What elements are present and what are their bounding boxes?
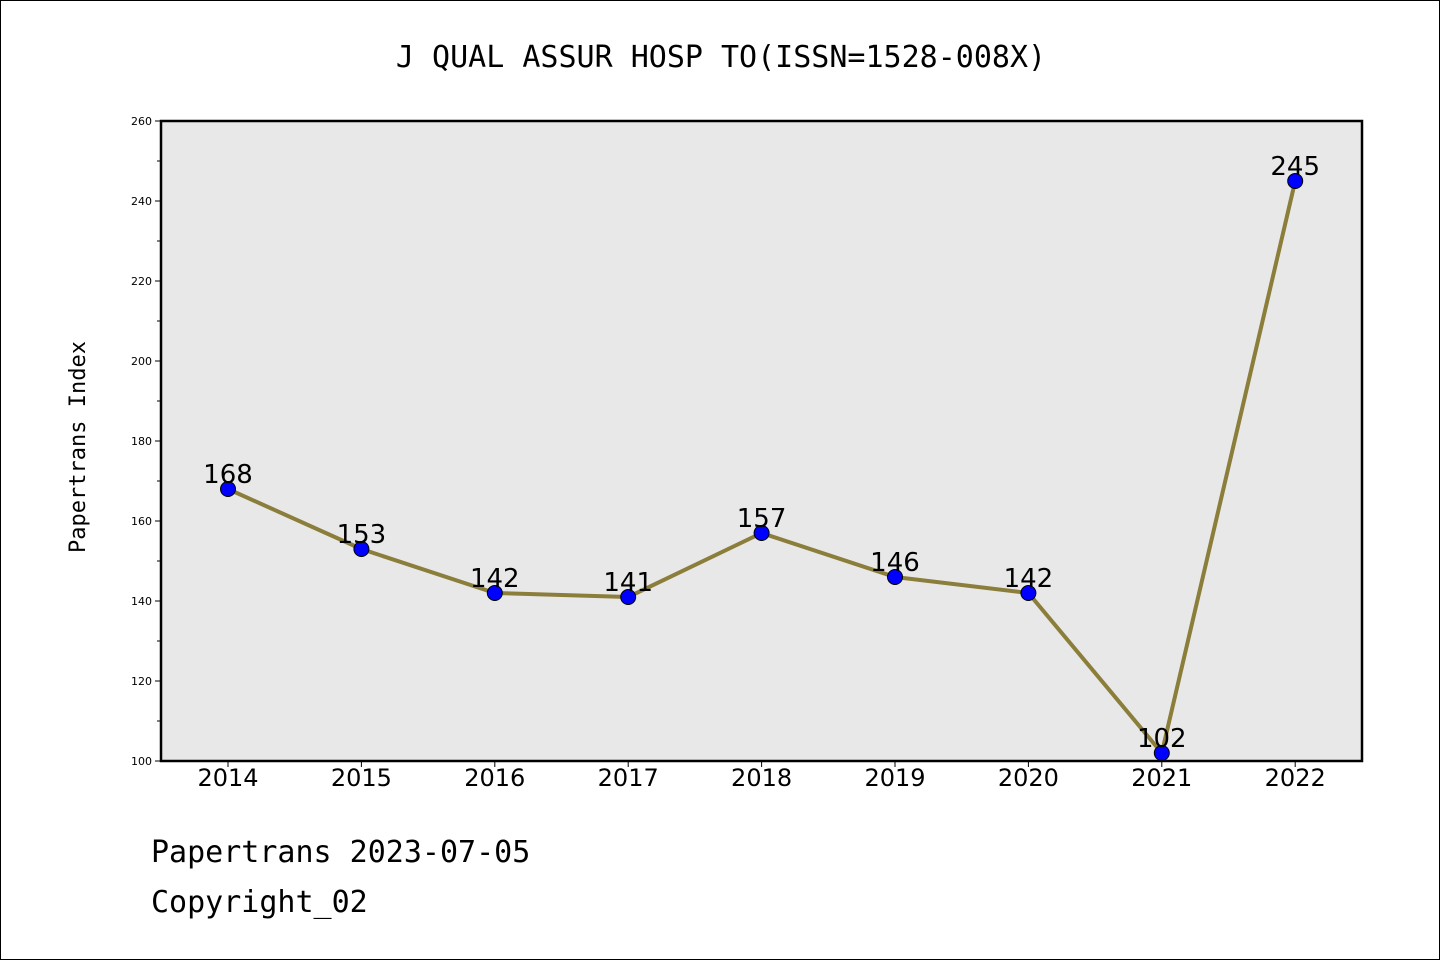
- x-tick-label-2018: 2018: [731, 764, 792, 792]
- chart-title: J QUAL ASSUR HOSP TO(ISSN=1528-008X): [396, 40, 1046, 75]
- y-tick-label-220: 220: [131, 275, 152, 288]
- series-group: [220, 173, 1304, 761]
- x-tick-label-2017: 2017: [598, 764, 659, 792]
- x-tick-label-2022: 2022: [1265, 764, 1326, 792]
- data-point-2021: [1153, 745, 1170, 761]
- y-tick-label-240: 240: [131, 195, 152, 208]
- x-tick-label-2015: 2015: [331, 764, 392, 792]
- y-tick-label-160: 160: [131, 515, 152, 528]
- data-label-2020: 142: [1004, 564, 1054, 594]
- data-label-2022: 245: [1270, 152, 1320, 182]
- y-tick-label-260: 260: [131, 115, 152, 128]
- y-axis-label: Papertrans Index: [66, 341, 91, 553]
- data-point-2014: [220, 481, 236, 497]
- y-tick-label-140: 140: [131, 595, 152, 608]
- x-tick-label-2020: 2020: [998, 764, 1059, 792]
- x-tick-label-2014: 2014: [197, 764, 258, 792]
- data-label-2021: 102: [1137, 724, 1187, 754]
- data-label-2017: 141: [603, 568, 653, 598]
- footer-date-line: Papertrans 2023-07-05: [151, 835, 531, 870]
- plot-area: [159, 119, 1364, 763]
- data-point-2018: [753, 525, 770, 541]
- y-tick-label-100: 100: [131, 755, 152, 768]
- data-label-2015: 153: [337, 520, 387, 550]
- data-label-2016: 142: [470, 564, 520, 594]
- y-axis: 100 120 140 160 180 200 220 240 260: [131, 115, 161, 768]
- data-label-2019: 146: [870, 548, 920, 578]
- x-axis: 2014 2015 2016 2017 2018 2019 2020 2021 2022: [197, 761, 1326, 792]
- data-point-2019: [887, 569, 903, 585]
- y-tick-label-200: 200: [131, 355, 152, 368]
- data-point-2015: [353, 541, 370, 557]
- x-tick-label-2021: 2021: [1131, 764, 1192, 792]
- x-tick-label-2019: 2019: [864, 764, 925, 792]
- data-labels: 168 153 142 141 157 146 142 102 245: [203, 152, 1320, 754]
- data-point-2016: [486, 585, 503, 601]
- footer-copyright-line: Copyright_02: [151, 885, 368, 920]
- data-point-2022: [1287, 173, 1304, 189]
- x-tick-label-2016: 2016: [464, 764, 525, 792]
- y-tick-label-120: 120: [131, 675, 152, 688]
- data-point-2020: [1020, 585, 1037, 601]
- data-point-2017: [620, 589, 637, 605]
- data-label-2014: 168: [203, 460, 253, 490]
- data-label-2018: 157: [737, 504, 787, 534]
- y-tick-label-180: 180: [131, 435, 152, 448]
